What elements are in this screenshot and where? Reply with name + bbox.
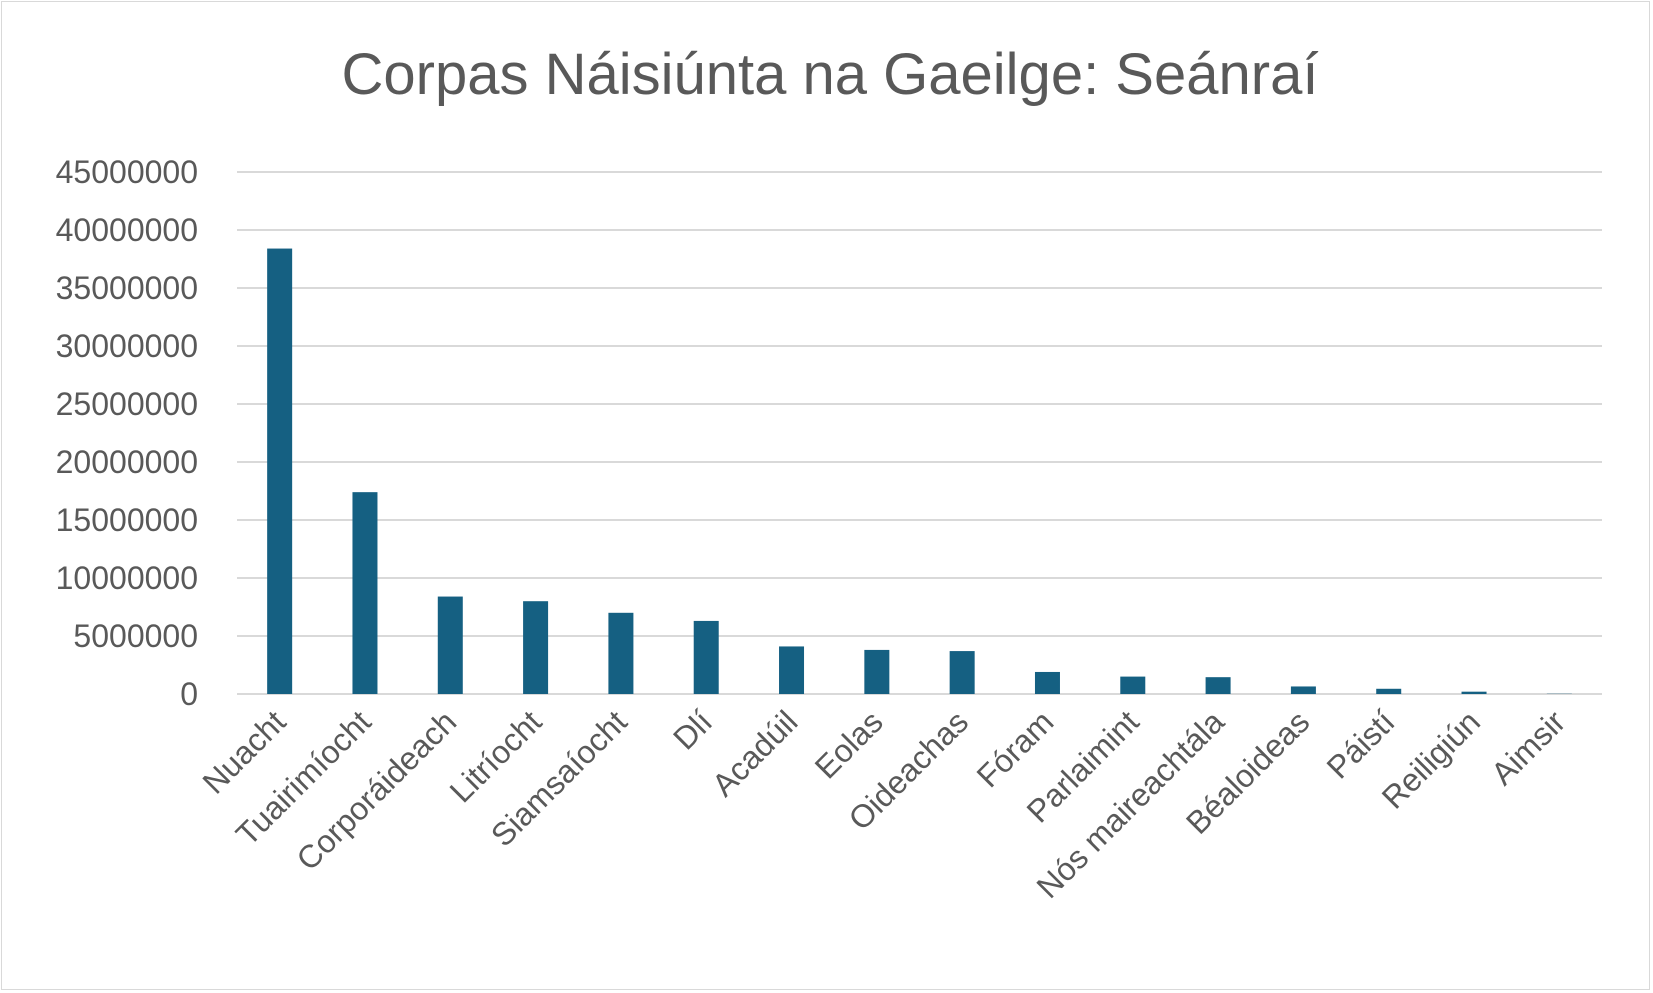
chart-title: Corpas Náisiúnta na Gaeilge: Seánraí — [342, 42, 1319, 107]
y-tick-label: 5000000 — [73, 618, 198, 654]
bar — [693, 620, 719, 694]
x-tick-label: Páistí — [1320, 703, 1402, 785]
y-tick-label: 25000000 — [56, 386, 198, 422]
gridlines — [237, 171, 1602, 695]
bar — [437, 596, 463, 694]
y-tick-label: 15000000 — [56, 502, 198, 538]
bar — [523, 601, 549, 694]
y-tick-label: 45000000 — [56, 154, 198, 190]
bar — [1290, 686, 1316, 694]
bar — [1034, 671, 1060, 694]
y-tick-label: 10000000 — [56, 560, 198, 596]
x-tick-label: Acadúil — [705, 703, 805, 803]
y-tick-label: 40000000 — [56, 212, 198, 248]
x-tick-label: Aimsir — [1484, 703, 1573, 792]
bars — [267, 248, 1572, 694]
bar — [864, 649, 890, 694]
y-tick-label: 0 — [180, 676, 198, 712]
bar — [1205, 677, 1231, 694]
x-tick-label: Dlí — [666, 703, 719, 756]
bar — [608, 612, 634, 694]
y-tick-label: 20000000 — [56, 444, 198, 480]
bar — [352, 492, 378, 694]
y-tick-label: 30000000 — [56, 328, 198, 364]
bar — [1376, 688, 1402, 694]
x-axis-tick-labels: NuachtTuairimíochtCorporáideachLitríocht… — [195, 703, 1572, 905]
x-tick-label: Eolas — [808, 703, 890, 785]
y-axis-tick-labels: 0 5000000 10000000 15000000 20000000 25000000… — [56, 154, 198, 712]
bar — [1120, 676, 1146, 694]
bar — [267, 248, 293, 694]
y-tick-label: 35000000 — [56, 270, 198, 306]
bar — [779, 646, 805, 694]
bar — [949, 651, 975, 694]
bar — [1461, 691, 1487, 694]
